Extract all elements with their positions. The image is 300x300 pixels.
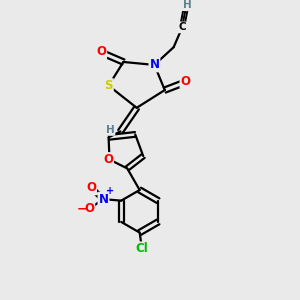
Text: −: − <box>76 203 87 216</box>
Text: N: N <box>149 58 159 71</box>
Text: H: H <box>106 125 115 135</box>
Text: S: S <box>104 79 113 92</box>
Text: O: O <box>84 202 94 215</box>
Text: +: + <box>106 186 114 196</box>
Text: O: O <box>86 182 96 194</box>
Text: H: H <box>183 0 191 10</box>
Text: C: C <box>178 22 186 32</box>
Text: O: O <box>103 153 113 166</box>
Text: Cl: Cl <box>136 242 148 255</box>
Text: N: N <box>98 193 109 206</box>
Text: O: O <box>181 75 190 88</box>
Text: O: O <box>96 45 106 58</box>
